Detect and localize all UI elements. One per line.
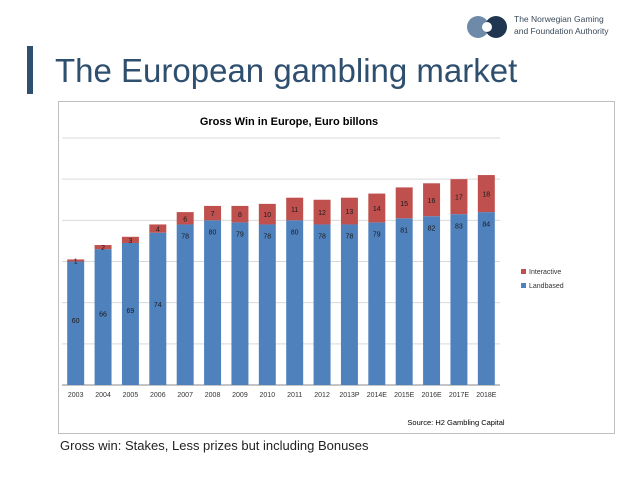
bar-landbased — [94, 249, 112, 385]
bar-landbased — [149, 232, 167, 385]
data-label-interactive: 12 — [318, 210, 326, 217]
data-label-landbased: 82 — [428, 226, 436, 233]
bar-landbased — [313, 224, 331, 385]
data-label-landbased: 78 — [181, 233, 189, 240]
legend-swatch — [521, 283, 526, 288]
data-label-interactive: 18 — [482, 192, 490, 199]
x-tick-label: 2017E — [449, 392, 470, 399]
x-tick-label: 2009 — [232, 392, 248, 399]
slide-title: The European gambling market — [55, 52, 518, 89]
data-label-landbased: 84 — [482, 222, 490, 229]
data-label-interactive: 11 — [291, 207, 298, 214]
data-label-interactive: 1 — [74, 258, 78, 265]
x-tick-label: 2012 — [314, 392, 330, 399]
data-label-landbased: 79 — [236, 232, 244, 239]
data-label-interactive: 6 — [183, 216, 187, 223]
bar-interactive — [258, 203, 276, 225]
data-label-interactive: 10 — [263, 212, 271, 219]
data-label-landbased: 60 — [72, 318, 80, 325]
data-label-interactive: 3 — [128, 238, 132, 245]
data-label-landbased: 78 — [346, 233, 354, 240]
data-label-interactive: 14 — [373, 206, 381, 213]
authority-logo-text: The Norwegian Gaming and Foundation Auth… — [514, 13, 609, 37]
stacked-bar-chart: Gross Win in Europe, Euro billons0204060… — [62, 116, 564, 427]
bar-interactive — [94, 245, 112, 250]
title-accent-bar — [27, 46, 33, 94]
authority-logo-icon — [467, 16, 507, 38]
chart-title: Gross Win in Europe, Euro billons — [200, 116, 378, 128]
bar-landbased — [477, 212, 495, 385]
data-label-interactive: 7 — [211, 211, 215, 218]
x-tick-label: 2014E — [367, 392, 388, 399]
bar-interactive — [67, 259, 85, 262]
data-label-interactive: 4 — [156, 227, 160, 234]
bar-interactive — [313, 199, 331, 225]
data-label-landbased: 81 — [400, 228, 408, 235]
legend-swatch — [521, 269, 526, 274]
data-label-interactive: 15 — [400, 201, 408, 208]
bar-interactive — [231, 205, 249, 223]
data-label-landbased: 66 — [99, 311, 107, 318]
bar-landbased — [395, 218, 413, 385]
bar-interactive — [340, 197, 358, 225]
data-label-landbased: 80 — [291, 230, 299, 237]
data-label-landbased: 83 — [455, 224, 463, 231]
x-tick-label: 2010 — [260, 392, 276, 399]
chart-source: Source: H2 Gambling Capital — [407, 418, 504, 427]
bar-landbased — [258, 224, 276, 385]
bar-interactive — [450, 179, 468, 215]
bar-interactive — [368, 193, 386, 223]
data-label-landbased: 69 — [127, 308, 135, 315]
bar-interactive — [204, 205, 222, 221]
bar-landbased — [423, 216, 441, 385]
bar-landbased — [67, 261, 85, 385]
bar-landbased — [176, 224, 194, 385]
bar-interactive — [286, 197, 304, 221]
data-label-interactive: 17 — [455, 195, 463, 202]
x-tick-label: 2016E — [421, 392, 442, 399]
data-label-interactive: 16 — [428, 198, 436, 205]
bar-interactive — [395, 187, 413, 219]
legend-label: Interactive — [529, 269, 561, 276]
bar-interactive — [423, 183, 441, 217]
bar-landbased — [368, 222, 386, 385]
authority-name-line1: The Norwegian Gaming — [514, 14, 604, 24]
data-label-landbased: 78 — [263, 233, 271, 240]
data-label-interactive: 8 — [238, 212, 242, 219]
x-tick-label: 2018E — [476, 392, 497, 399]
data-label-landbased: 80 — [209, 230, 217, 237]
bar-landbased — [286, 220, 304, 385]
x-tick-label: 2006 — [150, 392, 166, 399]
bar-interactive — [149, 224, 167, 233]
x-tick-label: 2011 — [287, 392, 302, 399]
data-label-landbased: 79 — [373, 232, 381, 239]
bar-landbased — [204, 220, 222, 385]
legend-label: Landbased — [529, 283, 564, 290]
x-tick-label: 2003 — [68, 392, 84, 399]
authority-logo: The Norwegian Gaming and Foundation Auth… — [466, 12, 636, 42]
slide-footnote: Gross win: Stakes, Less prizes but inclu… — [60, 438, 369, 453]
x-tick-label: 2015E — [394, 392, 415, 399]
bar-landbased — [121, 242, 139, 385]
bar-interactive — [176, 212, 194, 225]
bar-interactive — [121, 236, 139, 243]
bar-landbased — [340, 224, 358, 385]
x-tick-label: 2004 — [95, 392, 111, 399]
chart-container: Gross Win in Europe, Euro billons0204060… — [58, 101, 615, 434]
data-label-landbased: 74 — [154, 302, 162, 309]
bar-interactive — [477, 175, 495, 213]
x-tick-label: 2007 — [177, 392, 193, 399]
authority-name-line2: and Foundation Authority — [514, 26, 609, 36]
bar-landbased — [450, 214, 468, 385]
bar-landbased — [231, 222, 249, 385]
data-label-landbased: 78 — [318, 233, 326, 240]
data-label-interactive: 2 — [101, 245, 105, 252]
x-tick-label: 2008 — [205, 392, 221, 399]
x-tick-label: 2013P — [339, 392, 360, 399]
data-label-interactive: 13 — [346, 209, 354, 216]
x-tick-label: 2005 — [123, 392, 139, 399]
